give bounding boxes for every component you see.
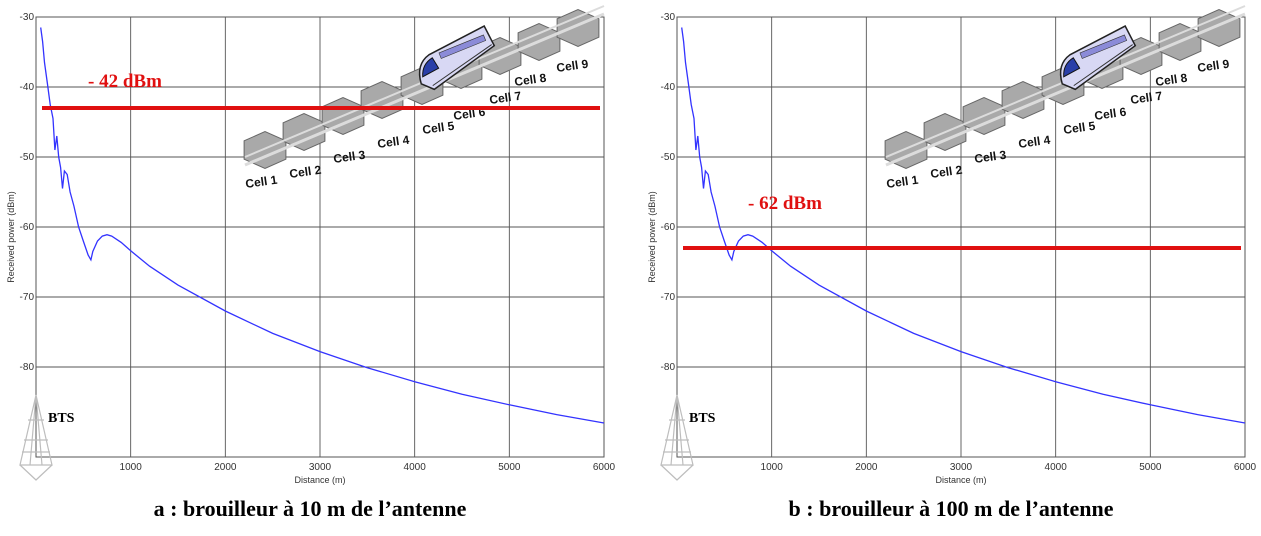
cell-label: Cell 2 (288, 163, 322, 181)
y-tick-label: -40 (661, 82, 676, 93)
cell-label: Cell 1 (885, 173, 919, 191)
threshold-label: - 42 dBm (88, 71, 162, 92)
cell-hexagon (556, 9, 600, 47)
x-tick-label: 1000 (120, 462, 143, 473)
y-axis-label: Received power (dBm) (6, 191, 16, 283)
x-tick-label: 3000 (309, 462, 332, 473)
cell-label: Cell 9 (1196, 57, 1230, 75)
x-tick-label: 4000 (404, 462, 427, 473)
y-tick-label: -80 (20, 362, 35, 373)
x-tick-label: 5000 (1139, 462, 1162, 473)
cell-label: Cell 4 (376, 133, 410, 151)
received-power-series-line (681, 27, 1246, 424)
y-tick-label: -30 (20, 12, 35, 23)
cell-label: Cell 2 (929, 163, 963, 181)
y-tick-label: -70 (20, 292, 35, 303)
x-tick-label: 1000 (761, 462, 784, 473)
cell-label: Cell 8 (513, 71, 547, 89)
bts-tower (660, 394, 694, 466)
chart-b-svg: -30 -40 -50 -60 -70 -80 1000 2000 3000 4000 5000 60… (647, 5, 1257, 485)
cell-label: Cell 7 (1129, 89, 1163, 107)
y-tick-label: -50 (20, 152, 35, 163)
cell-overlay (884, 5, 1246, 169)
x-tick-label: 6000 (593, 462, 616, 473)
x-tick-label: 2000 (855, 462, 878, 473)
train-windows (438, 34, 487, 59)
train-skirt (432, 44, 492, 87)
threshold-label: - 62 dBm (748, 193, 822, 214)
train-windows (1079, 34, 1128, 59)
x-tick-label: 4000 (1045, 462, 1068, 473)
rail-track (885, 12, 1246, 167)
y-tick-label: -60 (20, 222, 35, 233)
cell-label: Cell 5 (1062, 119, 1096, 137)
cell-label: Cell 8 (1154, 71, 1188, 89)
y-tick-label: -40 (20, 82, 35, 93)
x-axis-label: Distance (m) (935, 475, 986, 485)
bts-antenna-icon (660, 394, 694, 481)
x-tick-label: 2000 (214, 462, 237, 473)
bts-tower (19, 394, 53, 466)
y-tick-label: -30 (661, 12, 676, 23)
cell-label: Cell 5 (421, 119, 455, 137)
train-windshield (1063, 57, 1081, 78)
train-windshield (422, 57, 440, 78)
chart-panel-b: -30 -40 -50 -60 -70 -80 1000 2000 3000 4000 5000 60… (641, 0, 1261, 490)
train-icon (1059, 25, 1137, 91)
received-power-series-line (40, 27, 605, 424)
cell-label: Cell 1 (244, 173, 278, 191)
bts-label: BTS (48, 411, 75, 426)
y-axis-label: Received power (dBm) (647, 191, 657, 283)
bts-label: BTS (689, 411, 716, 426)
y-tick-label: -70 (661, 292, 676, 303)
cell-label: Cell 7 (488, 89, 522, 107)
train-icon (418, 25, 496, 91)
cell-label: Cell 9 (555, 57, 589, 75)
caption-a: a : brouilleur à 10 m de l’antenne (153, 496, 467, 521)
x-tick-label: 5000 (498, 462, 521, 473)
cell-label: Cell 6 (1093, 105, 1127, 123)
bts-base (19, 464, 53, 481)
y-tick-label: -50 (661, 152, 676, 163)
chart-a-svg: -30 -40 -50 -60 -70 -80 1000 2000 3000 4000 5000 60… (6, 5, 616, 485)
bts-base (660, 464, 694, 481)
cell-hexagon (1197, 9, 1241, 47)
cell-label: Cell 3 (332, 148, 366, 166)
caption-b: b : brouilleur à 100 m de l’antenne (788, 496, 1114, 521)
cell-label: Cell 4 (1017, 133, 1051, 151)
y-tick-label: -60 (661, 222, 676, 233)
rail-track (244, 12, 605, 167)
bts-antenna-icon (19, 394, 53, 481)
train-skirt (1073, 44, 1133, 87)
y-tick-label: -80 (661, 362, 676, 373)
x-axis-label: Distance (m) (294, 475, 345, 485)
x-tick-label: 6000 (1234, 462, 1257, 473)
cell-label: Cell 3 (973, 148, 1007, 166)
x-tick-label: 3000 (950, 462, 973, 473)
chart-panel-a: -30 -40 -50 -60 -70 -80 1000 2000 3000 4000 5000 60… (0, 0, 620, 490)
